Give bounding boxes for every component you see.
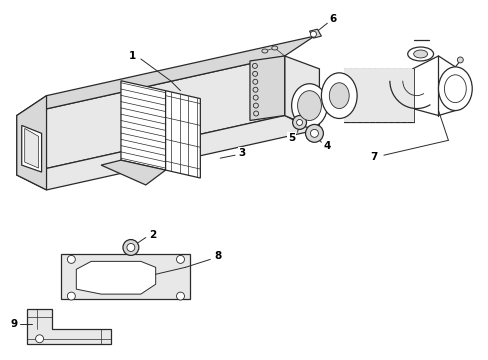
Polygon shape <box>76 261 155 294</box>
Polygon shape <box>17 116 314 190</box>
Ellipse shape <box>252 63 257 68</box>
Ellipse shape <box>67 292 75 300</box>
Ellipse shape <box>252 87 258 92</box>
Ellipse shape <box>291 84 326 127</box>
Ellipse shape <box>305 125 323 142</box>
Ellipse shape <box>292 116 306 129</box>
Ellipse shape <box>328 83 348 109</box>
Ellipse shape <box>407 47 433 61</box>
Text: 8: 8 <box>214 251 222 261</box>
Polygon shape <box>344 69 413 122</box>
Polygon shape <box>121 81 165 170</box>
Ellipse shape <box>252 79 257 84</box>
Text: 9: 9 <box>10 319 17 329</box>
Ellipse shape <box>122 239 139 255</box>
Polygon shape <box>25 129 39 168</box>
Ellipse shape <box>176 292 184 300</box>
Ellipse shape <box>444 75 466 103</box>
Ellipse shape <box>310 31 316 37</box>
Text: 7: 7 <box>369 152 377 162</box>
Ellipse shape <box>310 129 318 137</box>
Ellipse shape <box>67 255 75 264</box>
Ellipse shape <box>36 335 43 343</box>
Polygon shape <box>21 125 41 172</box>
Text: 3: 3 <box>238 148 245 158</box>
Ellipse shape <box>253 103 258 108</box>
Polygon shape <box>27 309 111 344</box>
Polygon shape <box>17 36 314 116</box>
Ellipse shape <box>296 120 302 125</box>
Polygon shape <box>165 91 200 178</box>
Ellipse shape <box>271 46 277 50</box>
Ellipse shape <box>253 95 258 100</box>
Text: 1: 1 <box>129 51 136 61</box>
Text: 2: 2 <box>149 230 156 239</box>
Ellipse shape <box>252 71 257 76</box>
Polygon shape <box>309 29 321 38</box>
Ellipse shape <box>253 111 258 116</box>
Polygon shape <box>17 96 46 190</box>
Text: 5: 5 <box>287 133 295 143</box>
Ellipse shape <box>456 57 462 63</box>
Ellipse shape <box>127 243 135 251</box>
Ellipse shape <box>262 49 267 53</box>
Polygon shape <box>284 56 319 130</box>
Ellipse shape <box>176 255 184 264</box>
Ellipse shape <box>438 67 471 111</box>
Text: 4: 4 <box>323 141 330 151</box>
Ellipse shape <box>321 73 356 118</box>
Ellipse shape <box>413 50 427 58</box>
Text: 6: 6 <box>329 14 336 24</box>
Ellipse shape <box>297 91 321 121</box>
Polygon shape <box>17 56 284 175</box>
Polygon shape <box>101 160 165 185</box>
Polygon shape <box>249 56 284 121</box>
Polygon shape <box>61 255 190 299</box>
